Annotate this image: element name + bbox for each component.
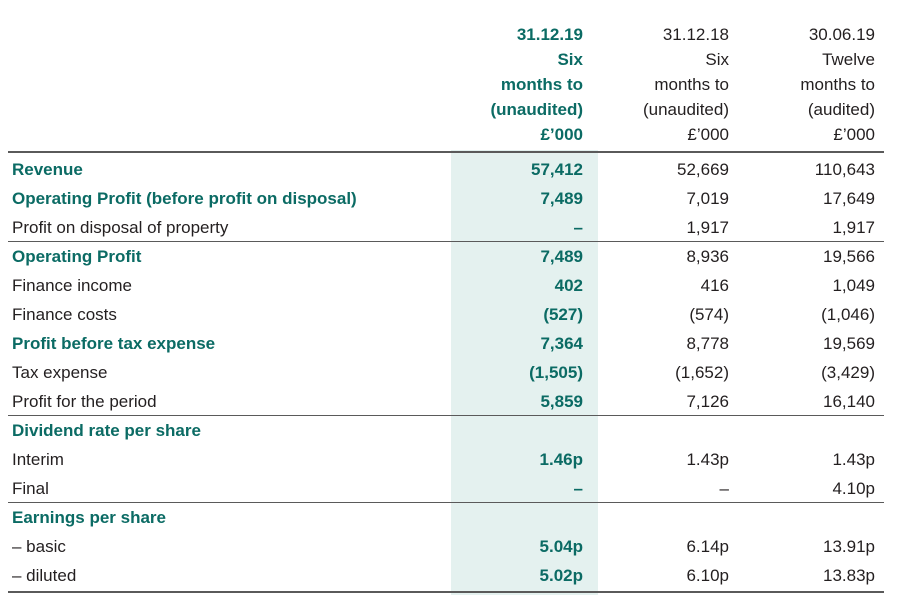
cell-value: 8,936	[686, 247, 729, 266]
column-header-line: (unaudited)	[642, 100, 729, 119]
column-header-line: £’000	[540, 125, 583, 144]
row-label: Profit before tax expense	[12, 334, 216, 353]
cell-value: 17,649	[823, 189, 875, 208]
row-label: Profit for the period	[12, 392, 157, 411]
cell-value: (1,505)	[529, 363, 583, 382]
table-row: Interim 1.46p 1.43p 1.43p	[0, 445, 909, 474]
column-header-current-period: 31.12.19 Six months to (unaudited) £’000	[423, 22, 583, 147]
cell-value: 5.04p	[539, 537, 583, 556]
row-label: Revenue	[12, 160, 83, 179]
cell-value: 1.43p	[686, 450, 729, 469]
column-header-line: 31.12.18	[662, 25, 729, 44]
column-header-line: (audited)	[807, 100, 875, 119]
cell-value: 5,859	[540, 392, 583, 411]
section-heading: Earnings per share	[12, 508, 167, 527]
cell-value: 8,778	[686, 334, 729, 353]
column-header-prior-period: 31.12.18 Six months to (unaudited) £’000	[569, 22, 729, 147]
cell-value: 19,569	[823, 334, 875, 353]
row-label: Profit on disposal of property	[12, 218, 229, 237]
cell-value: –	[573, 479, 583, 498]
row-label: Finance costs	[12, 305, 117, 324]
column-header-line: 30.06.19	[808, 25, 875, 44]
table-row: Profit before tax expense 7,364 8,778 19,56…	[0, 329, 909, 358]
cell-value: 6.14p	[686, 537, 729, 556]
column-header-line: months to	[800, 75, 875, 94]
cell-value: 7,364	[540, 334, 583, 353]
row-label: – basic	[12, 537, 66, 556]
cell-value: 5.02p	[539, 566, 583, 585]
cell-value: (527)	[543, 305, 583, 324]
header-divider	[8, 151, 884, 153]
cell-value: 52,669	[677, 160, 729, 179]
column-header-line: months to	[500, 75, 583, 94]
row-label: Tax expense	[12, 363, 108, 382]
table-row: – diluted 5.02p 6.10p 13.83p	[0, 561, 909, 590]
cell-value: 7,489	[540, 247, 583, 266]
table-row: Profit for the period 5,859 7,126 16,140	[0, 387, 909, 416]
current-period-column-shading	[451, 150, 598, 595]
cell-value: (574)	[689, 305, 729, 324]
table-row: Final – – 4.10p	[0, 474, 909, 503]
row-label: Operating Profit	[12, 247, 142, 266]
cell-value: 1,049	[832, 276, 875, 295]
cell-value: 13.91p	[823, 537, 875, 556]
table-row: Tax expense (1,505) (1,652) (3,429)	[0, 358, 909, 387]
table-row: Operating Profit (before profit on dispo…	[0, 184, 909, 213]
table-bottom-rule	[8, 591, 884, 593]
cell-value: 7,019	[686, 189, 729, 208]
column-header-line: (unaudited)	[490, 100, 583, 119]
table-row: Finance costs (527) (574) (1,046)	[0, 300, 909, 329]
row-label: Interim	[12, 450, 64, 469]
column-header-full-year: 30.06.19 Twelve months to (audited) £’00…	[715, 22, 875, 147]
cell-value: 13.83p	[823, 566, 875, 585]
row-label: Final	[12, 479, 49, 498]
cell-value: 6.10p	[686, 566, 729, 585]
table-row: Earnings per share	[0, 503, 909, 532]
column-header-line: months to	[654, 75, 729, 94]
cell-value: 57,412	[531, 160, 583, 179]
row-label: Operating Profit (before profit on dispo…	[12, 189, 357, 208]
cell-value: 416	[700, 276, 729, 295]
column-header-line: £’000	[833, 125, 875, 144]
cell-value: –	[719, 479, 729, 498]
column-header-line: Six	[705, 50, 729, 69]
column-header-line: Twelve	[822, 50, 875, 69]
cell-value: 7,126	[686, 392, 729, 411]
cell-value: 402	[554, 276, 583, 295]
cell-value: 1.46p	[539, 450, 583, 469]
table-row: Finance income 402 416 1,049	[0, 271, 909, 300]
table-row: Revenue 57,412 52,669 110,643	[0, 155, 909, 184]
cell-value: –	[573, 218, 583, 237]
section-heading: Dividend rate per share	[12, 421, 201, 440]
table-row: Profit on disposal of property – 1,917 1,91…	[0, 213, 909, 242]
cell-value: 19,566	[823, 247, 875, 266]
row-divider	[8, 502, 884, 503]
cell-value: 110,643	[814, 160, 875, 179]
row-label: – diluted	[12, 566, 77, 585]
cell-value: (1,652)	[675, 363, 729, 382]
table-row: – basic 5.04p 6.14p 13.91p	[0, 532, 909, 561]
table-row: Operating Profit 7,489 8,936 19,566	[0, 242, 909, 271]
column-header-line: £’000	[687, 125, 729, 144]
row-divider	[8, 415, 884, 416]
table-row: Dividend rate per share	[0, 416, 909, 445]
column-header-line: Six	[557, 50, 583, 69]
column-header-line: 31.12.19	[516, 25, 583, 44]
cell-value: 1.43p	[832, 450, 875, 469]
cell-value: 16,140	[823, 392, 875, 411]
cell-value: 1,917	[686, 218, 729, 237]
cell-value: 4.10p	[832, 479, 875, 498]
cell-value: (1,046)	[821, 305, 875, 324]
cell-value: (3,429)	[821, 363, 875, 382]
cell-value: 1,917	[832, 218, 875, 237]
row-label: Finance income	[12, 276, 133, 295]
row-divider	[8, 241, 884, 242]
cell-value: 7,489	[540, 189, 583, 208]
